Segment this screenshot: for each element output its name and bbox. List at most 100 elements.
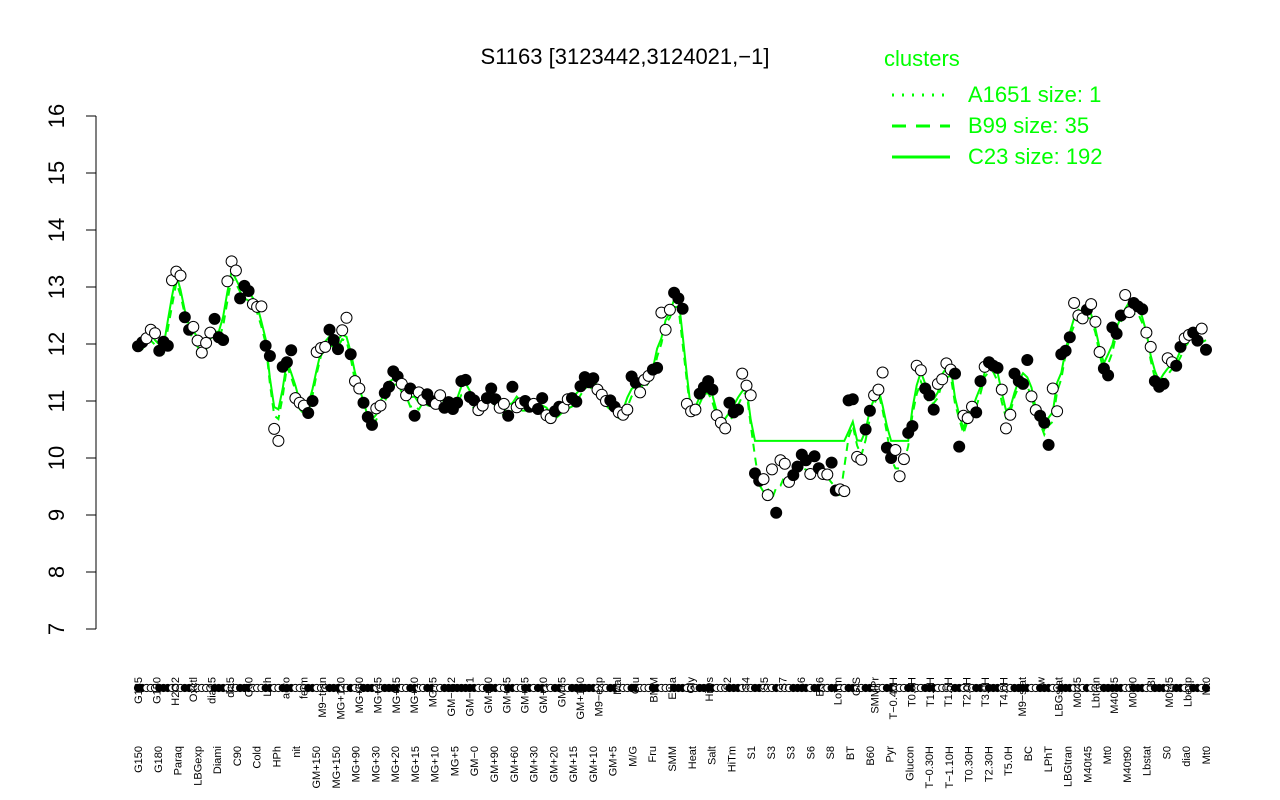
data-point: [723, 396, 736, 409]
data-point: [259, 339, 272, 352]
y-tick-label: 15: [44, 161, 69, 185]
x-tick-label: T0.30H: [964, 746, 976, 782]
x-tick-label: Paraq: [173, 746, 185, 775]
data-point: [838, 485, 851, 498]
data-point: [1051, 405, 1064, 418]
data-point: [285, 344, 298, 357]
data-point: [706, 383, 719, 396]
x-tick-label: LPh: [262, 677, 274, 697]
data-point: [761, 489, 774, 502]
x-tick-labels-upper: G135 G150 H2O2 Oxctl dia15 dia5 C30 LPh aero ferm…: [133, 676, 1213, 719]
data-point: [1195, 322, 1208, 335]
x-tick-label: GM+10: [538, 677, 550, 713]
x-tick-label: Heat: [687, 746, 699, 769]
y-tick-label: 14: [44, 218, 69, 242]
data-point: [676, 302, 689, 315]
data-point: [272, 434, 285, 447]
y-tick-label: 16: [44, 104, 69, 128]
data-point: [1136, 303, 1149, 316]
data-point: [506, 380, 519, 393]
data-point: [672, 292, 685, 305]
y-tick-label: 9: [44, 509, 69, 521]
x-tick-label: Mt0: [1201, 677, 1213, 695]
data-point: [1144, 340, 1157, 353]
x-tick-label: ferm: [299, 677, 311, 699]
data-point: [970, 406, 983, 419]
data-point: [778, 457, 791, 470]
x-tick-label: C90: [232, 746, 244, 766]
x-tick-label: Lbstat: [1142, 746, 1154, 776]
data-point: [1068, 297, 1081, 309]
y-tick-label: 8: [44, 566, 69, 578]
data-point: [991, 361, 1004, 374]
data-point: [1200, 343, 1212, 356]
data-point: [451, 396, 464, 409]
legend: clusters A1651 size: 1 B99 size: 35 C23 …: [884, 46, 1103, 169]
data-point: [217, 334, 230, 346]
data-point: [949, 367, 961, 380]
data-point: [1042, 438, 1055, 451]
x-tick-label: GM+45: [501, 677, 513, 713]
x-tick-label: GM+10: [588, 746, 600, 782]
data-point: [434, 389, 447, 402]
data-point: [1063, 331, 1076, 344]
x-tick-label: T1.5H: [943, 677, 955, 707]
data-point: [374, 399, 387, 412]
x-tick-label: G135: [133, 677, 145, 704]
data-point: [536, 392, 549, 405]
x-tick-label: M0t45: [1072, 677, 1084, 708]
x-tick-label: MG+90: [351, 746, 363, 782]
x-tick-label: G180: [153, 746, 165, 773]
x-tick-label: LBGstat: [1054, 677, 1066, 717]
data-point: [332, 343, 344, 356]
data-point: [459, 373, 472, 386]
x-tick-label: S4: [741, 677, 753, 690]
x-tick-label: Oxctl: [188, 677, 200, 702]
x-tick-label: G/S: [851, 677, 863, 696]
x-tick-label: T0.0H: [906, 677, 918, 707]
data-point: [1093, 346, 1106, 358]
x-tick-label: LPhT: [1043, 746, 1055, 773]
data-point: [302, 407, 315, 419]
x-tick-label: T5.0H: [1003, 746, 1015, 776]
data-point: [280, 356, 293, 369]
x-tick-label: S3: [766, 746, 778, 759]
x-tick-labels-lower: G150 G180 Paraq LBGexp Diami C90 Cold HPh nit GM+…: [133, 746, 1213, 789]
x-tick-label: G150: [151, 677, 163, 704]
data-point: [502, 409, 515, 422]
x-tick-label: Sw: [1035, 677, 1047, 692]
x-tick-label: SMM: [667, 746, 679, 772]
data-point: [1157, 377, 1170, 390]
x-tick-label: LBGtran: [1063, 746, 1075, 787]
data-point: [893, 470, 906, 483]
y-tick-label: 10: [44, 446, 69, 470]
x-tick-label: GM−0.2: [446, 677, 458, 716]
data-point: [570, 395, 583, 408]
data-point: [1085, 298, 1098, 311]
data-point: [744, 389, 757, 402]
data-point: [149, 327, 161, 340]
data-point: [1004, 408, 1017, 421]
data-point: [821, 468, 834, 481]
data-point: [1000, 422, 1012, 435]
x-tick-label: Lbexp: [1183, 677, 1195, 707]
data-point: [234, 292, 247, 305]
x-tick-label: BMM: [649, 677, 661, 703]
data-point: [1170, 359, 1183, 372]
data-point: [1038, 416, 1051, 429]
data-point: [178, 311, 191, 324]
data-point: [659, 323, 672, 336]
x-tick-label: Diami: [212, 746, 224, 774]
data-point: [221, 275, 234, 288]
x-tick-label: Salt: [707, 746, 719, 765]
data-point: [995, 383, 1008, 396]
x-tick-label: MG+20: [390, 746, 402, 782]
data-point: [1089, 315, 1102, 328]
data-point: [353, 382, 366, 395]
data-point: [1110, 327, 1123, 340]
data-point: [804, 468, 817, 480]
x-tick-label: dia5: [225, 677, 237, 698]
x-tick-label: GM+30: [529, 746, 541, 782]
data-point: [808, 450, 821, 463]
x-tick-label: Mt0: [1201, 746, 1213, 764]
